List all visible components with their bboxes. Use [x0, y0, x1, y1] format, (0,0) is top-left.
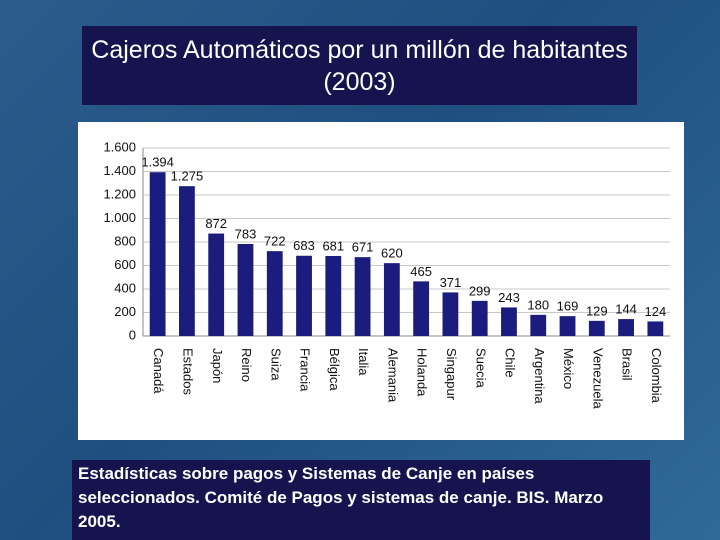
value-label: 124: [645, 304, 667, 319]
bar: [208, 233, 225, 336]
value-label: 243: [498, 290, 520, 305]
bar: [588, 320, 605, 336]
y-tick-label: 1.600: [103, 139, 136, 154]
bar: [149, 172, 166, 336]
value-label: 299: [469, 283, 491, 298]
x-tick-label: Singapur: [444, 348, 459, 401]
y-tick-label: 200: [114, 304, 136, 319]
x-tick-label: Colombia: [649, 348, 664, 404]
x-tick-label: Suecia: [473, 348, 488, 389]
x-tick-label: Reino: [239, 348, 254, 382]
value-label: 683: [293, 238, 315, 253]
slide-title: Cajeros Automáticos por un millón de hab…: [82, 26, 637, 105]
chart: 0 200 400 600 800 1.000 1.200 1.400 1.600 1.394 Ca…: [78, 122, 684, 440]
bar: [647, 321, 664, 336]
y-tick-label: 800: [114, 233, 136, 248]
bar: [442, 292, 459, 336]
y-tick-label: 1.000: [103, 210, 136, 225]
bar: [383, 263, 400, 336]
bar: [413, 281, 430, 336]
x-tick-label: Chile: [503, 348, 518, 378]
value-label: 371: [440, 275, 462, 290]
bar: [471, 300, 488, 336]
bar: [559, 316, 576, 336]
x-tick-label: Alemania: [385, 348, 400, 403]
value-label: 722: [264, 234, 286, 249]
x-tick-label: México: [561, 348, 576, 389]
x-tick-label: Brasil: [620, 348, 635, 381]
value-label: 872: [205, 216, 227, 231]
y-tick-label: 1.400: [103, 163, 136, 178]
bar: [179, 186, 195, 336]
bar: [266, 251, 283, 336]
x-tick-label: Estados: [180, 348, 195, 395]
value-label: 783: [235, 226, 257, 241]
value-label: 681: [322, 238, 344, 253]
x-tick-label: Japón: [210, 348, 225, 383]
bar: [237, 243, 254, 336]
x-tick-label: Holanda: [415, 348, 430, 397]
value-label: 1.275: [171, 169, 204, 184]
caption: Estadísticas sobre pagos y Sistemas de C…: [72, 460, 650, 540]
x-tick-label: Venezuela: [590, 348, 605, 409]
bar: [354, 257, 371, 336]
bar: [501, 307, 517, 336]
value-label: 169: [557, 299, 579, 314]
value-label: 465: [410, 264, 432, 279]
x-tick-label: Argentina: [532, 348, 547, 404]
x-tick-label: Bélgica: [327, 348, 342, 391]
y-tick-label: 0: [129, 327, 136, 342]
y-tick-label: 1.200: [103, 186, 136, 201]
x-tick-label: Canadá: [151, 348, 166, 394]
x-tick-label: Suiza: [268, 348, 283, 381]
bar: [618, 319, 634, 336]
value-label: 129: [586, 303, 608, 318]
value-label: 671: [352, 240, 374, 255]
bar: [530, 314, 547, 336]
value-label: 620: [381, 246, 403, 261]
value-label: 1.394: [141, 155, 174, 170]
x-tick-label: Francia: [298, 348, 313, 392]
chart-background: [78, 122, 684, 440]
value-label: 144: [615, 302, 637, 317]
y-tick-label: 600: [114, 257, 136, 272]
value-label: 180: [527, 297, 549, 312]
bar: [296, 255, 312, 336]
bar: [325, 255, 342, 336]
x-tick-label: Italia: [356, 348, 371, 376]
y-tick-label: 400: [114, 280, 136, 295]
